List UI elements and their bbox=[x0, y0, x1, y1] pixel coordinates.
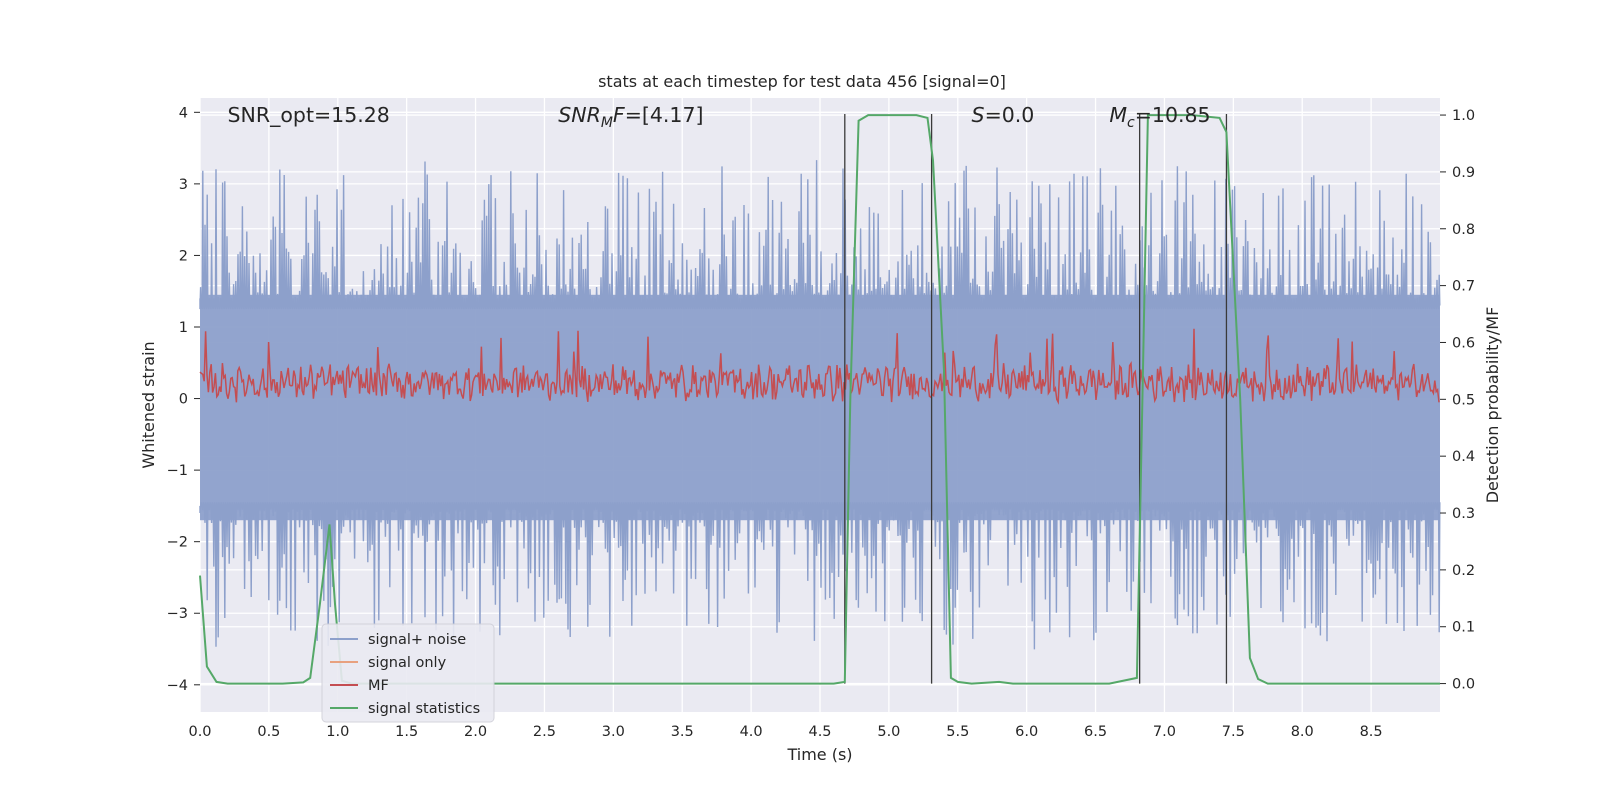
y-axis-label-left: Whitened strain bbox=[139, 341, 158, 468]
y-tick-label-right: 1.0 bbox=[1452, 108, 1475, 124]
x-tick-label: 4.0 bbox=[740, 724, 763, 740]
x-tick-label: 2.0 bbox=[464, 724, 487, 740]
series-mf bbox=[199, 328, 1440, 405]
x-tick-label: 5.5 bbox=[946, 724, 969, 740]
mf-line bbox=[199, 328, 1440, 405]
legend-label: signal only bbox=[368, 655, 447, 671]
annotation-part: S bbox=[972, 103, 985, 127]
y-tick-label-left: 3 bbox=[179, 177, 188, 193]
chart-title: stats at each timestep for test data 456… bbox=[598, 72, 1006, 91]
y-tick-label-left: 0 bbox=[179, 392, 188, 408]
signal-noise-band bbox=[200, 294, 1440, 521]
legend-label: signal+ noise bbox=[368, 632, 466, 648]
vertical-markers bbox=[844, 114, 1228, 684]
y-tick-label-right: 0.4 bbox=[1452, 449, 1475, 465]
annotation-part: M bbox=[1109, 103, 1127, 127]
x-tick-label: 6.5 bbox=[1084, 724, 1107, 740]
annotations: SNR_opt=15.28 SNRMF=[4.17] S=0.0 Mc=10.85 bbox=[228, 103, 1211, 131]
y-tick-label-right: 0.2 bbox=[1452, 563, 1475, 579]
signal-noise-upper-spikes bbox=[199, 160, 1441, 310]
y-tick-label-left: −1 bbox=[167, 463, 188, 479]
x-tick-label: 8.0 bbox=[1291, 724, 1314, 740]
signal-noise-lower-spikes bbox=[199, 502, 1441, 650]
y-tick-label-left: 2 bbox=[179, 248, 188, 264]
y-tick-label-left: 4 bbox=[179, 105, 188, 121]
annotation-mc_value: Mc=10.85 bbox=[1109, 103, 1210, 131]
x-tick-label: 7.0 bbox=[1153, 724, 1176, 740]
x-tick-label: 1.5 bbox=[395, 724, 418, 740]
y-tick-label-right: 0.9 bbox=[1452, 165, 1475, 181]
annotation-snr_opt: SNR_opt=15.28 bbox=[228, 103, 390, 128]
y-tick-label-left: −4 bbox=[167, 678, 188, 694]
x-tick-label: 2.5 bbox=[533, 724, 556, 740]
annotation-part: F bbox=[613, 103, 626, 127]
x-tick-label: 0.0 bbox=[188, 724, 211, 740]
x-tick-label: 6.0 bbox=[1015, 724, 1038, 740]
x-tick-label: 1.0 bbox=[326, 724, 349, 740]
x-tick-label: 7.5 bbox=[1222, 724, 1245, 740]
y-tick-label-right: 0.7 bbox=[1452, 279, 1475, 295]
y-tick-label-right: 0.3 bbox=[1452, 506, 1475, 522]
y-tick-label-right: 0.5 bbox=[1452, 392, 1475, 408]
y-tick-label-left: −3 bbox=[167, 606, 188, 622]
x-axis-label: Time (s) bbox=[786, 745, 852, 764]
y-tick-label-right: 0.1 bbox=[1452, 620, 1475, 636]
legend-label: signal statistics bbox=[368, 701, 480, 717]
y-tick-label-right: 0.6 bbox=[1452, 335, 1475, 351]
x-tick-label: 8.5 bbox=[1360, 724, 1383, 740]
y-tick-label-left: −2 bbox=[167, 535, 188, 551]
annotation-part: c bbox=[1127, 115, 1135, 131]
legend: signal+ noise signal only MF signal statist… bbox=[321, 623, 495, 723]
y-axis-label-right: Detection probability/MF bbox=[1483, 307, 1502, 504]
annotation-s_value: S=0.0 bbox=[972, 103, 1035, 127]
y-tick-label-left: 1 bbox=[179, 320, 188, 336]
y-tick-label-right: 0.0 bbox=[1452, 677, 1475, 693]
series-signal-statistics bbox=[199, 114, 1440, 685]
x-tick-label: 4.5 bbox=[808, 724, 831, 740]
legend-box bbox=[321, 623, 495, 723]
y-tick-label-right: 0.8 bbox=[1452, 222, 1475, 238]
x-tick-label: 3.5 bbox=[671, 724, 694, 740]
x-tick-label: 5.0 bbox=[877, 724, 900, 740]
x-tick-label: 3.0 bbox=[602, 724, 625, 740]
annotation-snr_mf: SNRMF=[4.17] bbox=[558, 103, 703, 131]
annotation-part: M bbox=[601, 115, 613, 131]
signal-statistics-line bbox=[199, 114, 1440, 685]
annotation-part: =10.85 bbox=[1135, 103, 1211, 127]
annotation-part: =0.0 bbox=[985, 103, 1035, 127]
legend-label: MF bbox=[368, 678, 389, 694]
x-tick-label: 0.5 bbox=[257, 724, 280, 740]
annotation-part: SNR bbox=[558, 103, 601, 127]
axis-ticks: 0.0 0.5 1.0 1.5 2.0 2.5 3.0 3.5 4.0 4.5 5.0 5.5 6.0 6… bbox=[167, 105, 1475, 740]
annotation-part: =[4.17] bbox=[625, 103, 704, 127]
series-signal-noise bbox=[199, 160, 1441, 650]
